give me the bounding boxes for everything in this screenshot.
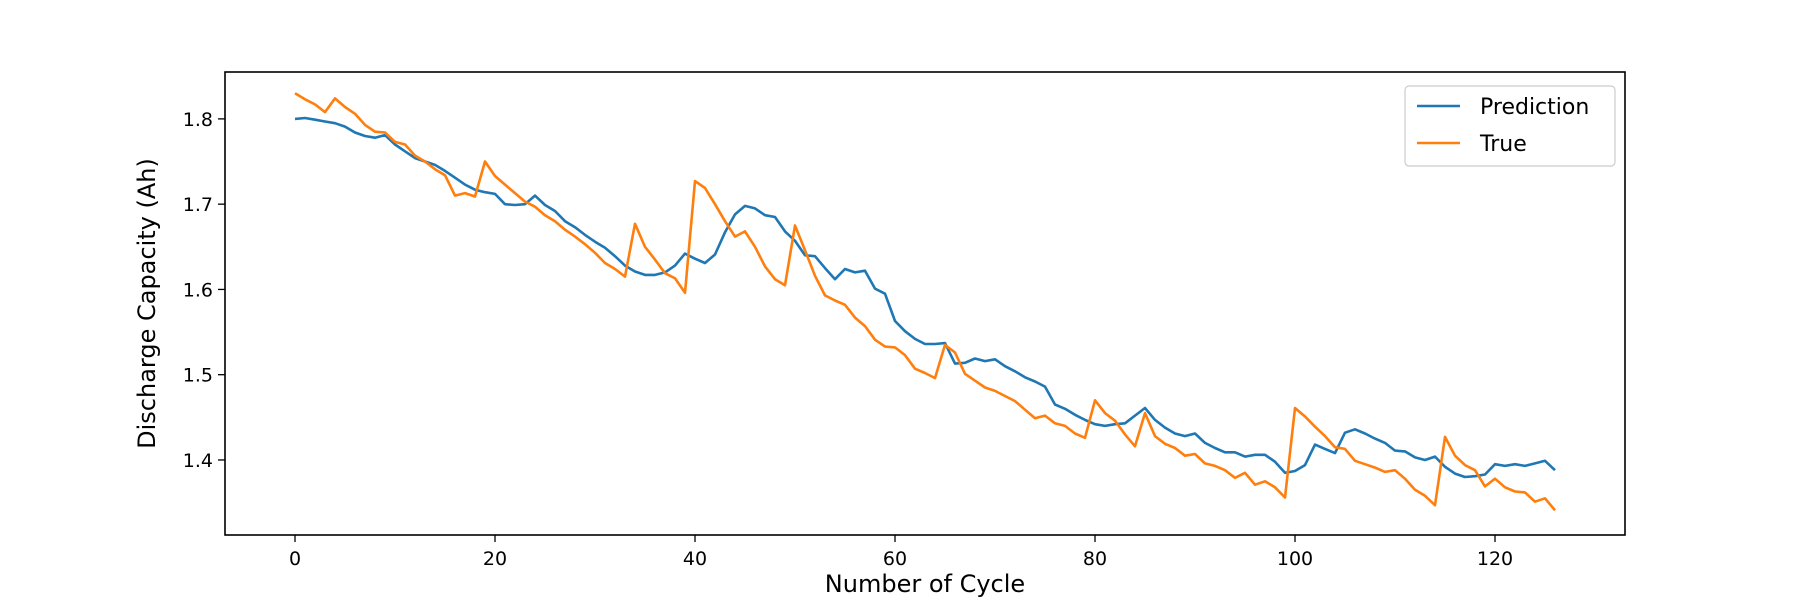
legend-label-prediction: Prediction [1480, 95, 1589, 120]
series-layer [294, 92, 1556, 512]
legend: Prediction True [1404, 85, 1616, 167]
y-tick-label: 1.4 [183, 450, 213, 472]
x-axis: 0 20 40 60 80 100 120 [289, 535, 1513, 570]
y-tick-label: 1.5 [183, 365, 213, 387]
axes-frame [224, 71, 1626, 536]
legend-label-true: True [1479, 132, 1527, 157]
x-tick-label: 100 [1277, 548, 1313, 570]
y-tick-label: 1.7 [183, 194, 213, 216]
series-line-true [294, 92, 1556, 512]
plot-area [224, 71, 1626, 536]
x-tick-label: 0 [289, 548, 301, 570]
y-axis: 1.4 1.5 1.6 1.7 1.8 [183, 109, 225, 472]
legend-items: Prediction True [1417, 95, 1589, 157]
x-axis-label: Number of Cycle [825, 570, 1025, 598]
series-line-prediction [294, 116, 1556, 479]
x-tick-label: 20 [483, 548, 507, 570]
x-tick-label: 40 [683, 548, 707, 570]
x-tick-label: 60 [883, 548, 907, 570]
y-tick-label: 1.8 [183, 109, 213, 131]
x-tick-label: 80 [1083, 548, 1107, 570]
y-axis-label: Discharge Capacity (Ah) [133, 158, 161, 449]
x-tick-label: 120 [1477, 548, 1513, 570]
y-tick-label: 1.6 [183, 279, 213, 301]
